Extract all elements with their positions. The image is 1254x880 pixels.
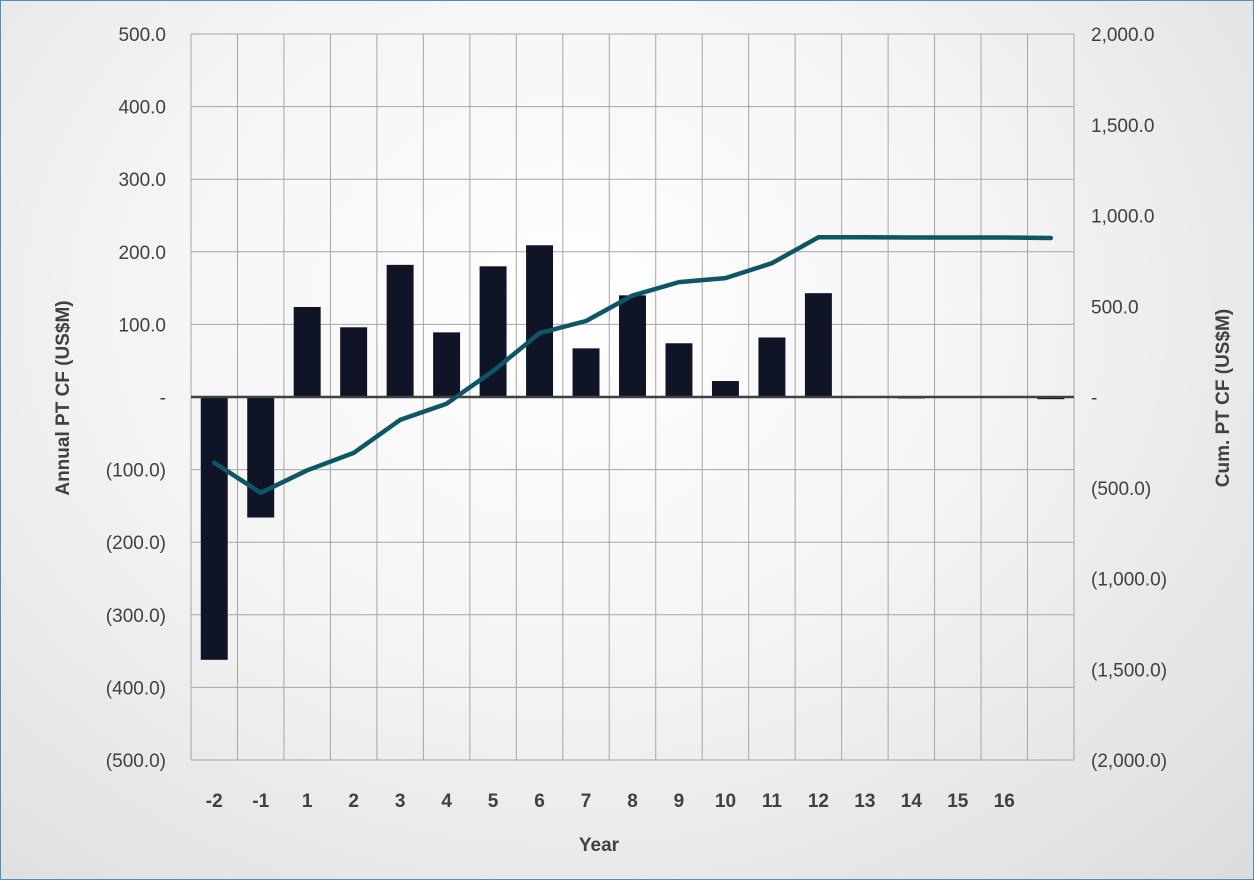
x-tick-label: 15 — [947, 791, 969, 812]
y-tick-label-left: (300.0) — [106, 606, 166, 627]
x-tick-label: -2 — [206, 791, 223, 812]
y-tick-label-right: (500.0) — [1091, 479, 1151, 500]
bar-year-9 — [665, 343, 693, 397]
bar-year-6 — [526, 245, 554, 397]
bars-layer — [200, 245, 1065, 660]
bar-year-3 — [386, 264, 414, 397]
x-tick-label: 6 — [534, 791, 545, 812]
bar-year-4 — [433, 332, 461, 397]
x-tick-label: 16 — [994, 791, 1015, 812]
y-tick-label-left: 100.0 — [118, 315, 166, 336]
y-tick-label-left: (500.0) — [106, 751, 166, 772]
bar-year-8 — [619, 295, 646, 397]
x-tick-label: 11 — [762, 791, 783, 812]
y-tick-label-right: - — [1091, 388, 1097, 409]
x-tick-label: 7 — [581, 791, 592, 812]
bar-year--2 — [200, 397, 228, 660]
y-tick-label-right: 1,500.0 — [1091, 116, 1154, 137]
y-tick-label-left: 400.0 — [118, 98, 166, 119]
y-tick-label-left: (100.0) — [106, 461, 166, 482]
y-tick-label-right: (1,500.0) — [1091, 660, 1167, 681]
x-tick-label: 1 — [302, 791, 313, 812]
bar-year-2 — [340, 327, 368, 397]
x-tick-label: 9 — [674, 791, 685, 812]
y-tick-label-right: 1,000.0 — [1091, 207, 1154, 228]
bar-year-7 — [572, 348, 600, 397]
x-tick-label: 10 — [715, 791, 736, 812]
bar-year--1 — [247, 397, 275, 518]
y-tick-label-left: 300.0 — [118, 170, 166, 191]
y-axis-title-left: Annual PT CF (US$M) — [53, 300, 74, 495]
y-tick-label-left: (400.0) — [106, 678, 166, 699]
x-tick-label: -1 — [252, 791, 269, 812]
bar-year-12 — [804, 293, 832, 397]
bar-year-10 — [711, 381, 739, 397]
labels-layer: 500.0 400.0 300.0 200.0 100.0 - (100.0) (200.0)… — [106, 25, 1167, 812]
line-layer — [211, 235, 1054, 496]
y-tick-label-left: 500.0 — [118, 25, 166, 46]
y-tick-label-left: - — [160, 388, 166, 409]
y-tick-label-right: 2,000.0 — [1091, 25, 1154, 46]
y-tick-label-right: 500.0 — [1091, 297, 1139, 318]
y-tick-label-left: (200.0) — [106, 533, 166, 554]
y-tick-label-left: 200.0 — [118, 243, 166, 264]
x-tick-label: 3 — [395, 791, 406, 812]
x-tick-label: 4 — [441, 791, 452, 812]
x-tick-label: 5 — [488, 791, 499, 812]
bar-year-1 — [293, 306, 321, 397]
y-tick-label-right: (2,000.0) — [1091, 751, 1167, 772]
x-tick-label: 14 — [901, 791, 923, 812]
cumulative-line-series — [211, 235, 1054, 496]
y-tick-label-right: (1,000.0) — [1091, 570, 1167, 591]
x-axis-title: Year — [579, 835, 620, 856]
x-tick-label: 2 — [348, 791, 359, 812]
x-tick-label: 8 — [627, 791, 638, 812]
y-axis-title-right: Cum. PT CF (US$M) — [1213, 309, 1234, 487]
x-tick-label: 12 — [808, 791, 829, 812]
bar-year-11 — [758, 337, 786, 397]
x-tick-label: 13 — [854, 791, 875, 812]
